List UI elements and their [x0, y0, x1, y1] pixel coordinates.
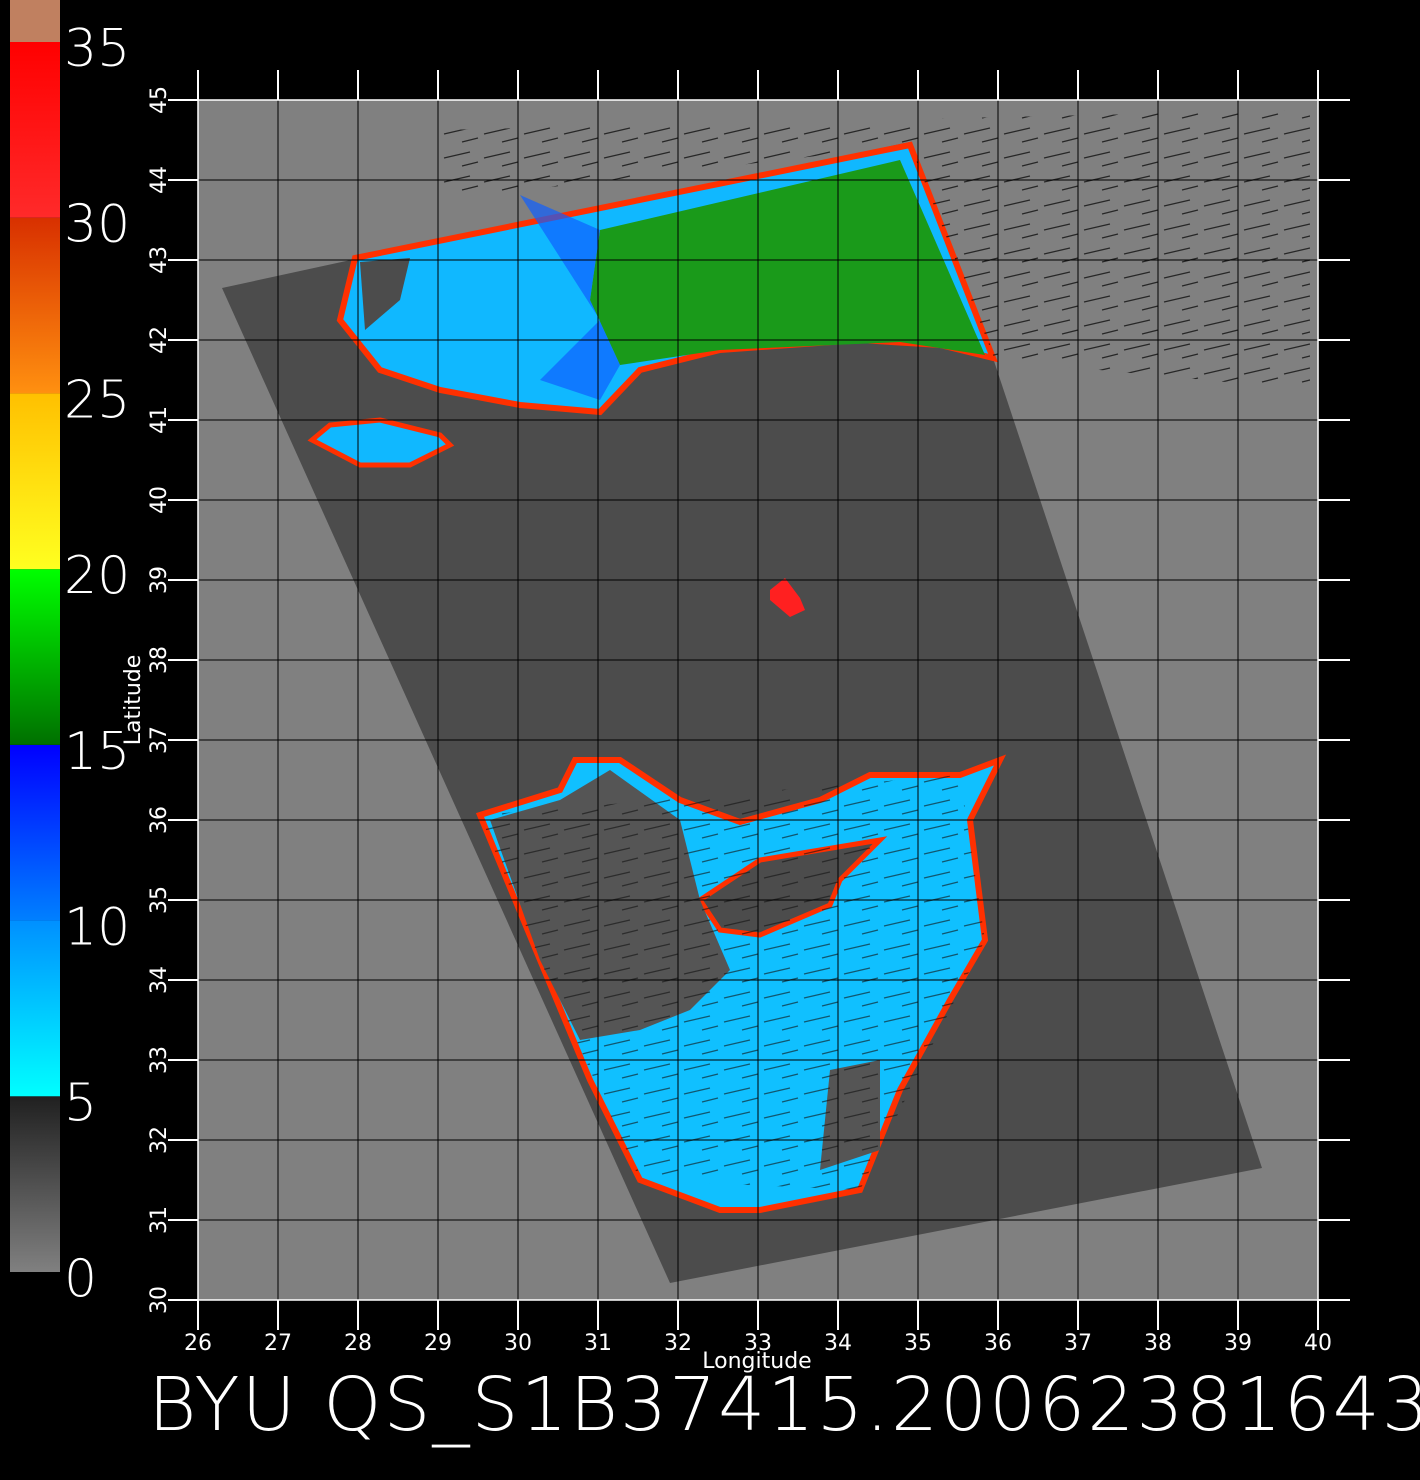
x-tick-label: 32	[664, 1331, 692, 1356]
colorbar-label: 25	[64, 370, 130, 430]
x-tick-label: 40	[1304, 1331, 1332, 1356]
y-tick-label: 43	[147, 246, 172, 274]
y-tick-label: 31	[147, 1206, 172, 1234]
x-tick-label: 31	[584, 1331, 612, 1356]
colorbar-label: 10	[64, 898, 130, 958]
y-tick-label: 33	[147, 1046, 172, 1074]
y-tick-label: 32	[147, 1126, 172, 1154]
x-tick-label: 30	[504, 1331, 532, 1356]
red-patch	[770, 578, 805, 617]
y-axis-label: Latitude	[121, 655, 146, 746]
colorbar-over	[10, 0, 60, 42]
swath	[222, 142, 1262, 1283]
y-tick-label: 34	[147, 966, 172, 994]
x-tick-label: 34	[824, 1331, 852, 1356]
title: BYU QS_S1B37415.20062381643	[148, 1362, 1420, 1448]
x-tick-label: 29	[424, 1331, 452, 1356]
colorbar-segment	[10, 1096, 60, 1272]
colorbar-segment	[10, 42, 60, 218]
colorbar-segment	[10, 744, 60, 921]
y-tick-label: 35	[147, 886, 172, 914]
y-tick-label: 40	[147, 486, 172, 514]
black-sea	[307, 141, 998, 468]
x-tick-label: 35	[904, 1331, 932, 1356]
x-tick-label: 39	[1224, 1331, 1252, 1356]
colorbar-segment	[10, 217, 60, 394]
x-tick-label: 37	[1064, 1331, 1092, 1356]
x-tick-label: 36	[984, 1331, 1012, 1356]
y-tick-label: 36	[147, 806, 172, 834]
y-tick-label: 38	[147, 646, 172, 674]
colorbar-label: 30	[64, 195, 130, 255]
y-tick-label: 41	[147, 406, 172, 434]
y-tick-label: 45	[147, 86, 172, 114]
colorbar-segment	[10, 393, 60, 570]
colorbar-label: 20	[64, 546, 130, 606]
mediterranean	[475, 754, 1007, 1213]
colorbar-label: 15	[64, 722, 130, 782]
colorbar-segment	[10, 920, 60, 1097]
x-tick-label: 33	[744, 1331, 772, 1356]
colorbar-label: 5	[64, 1073, 97, 1133]
y-tick-label: 44	[147, 166, 172, 194]
x-tick-label: 28	[344, 1331, 372, 1356]
y-tick-label: 39	[147, 566, 172, 594]
x-tick-label: 26	[184, 1331, 212, 1356]
x-axis-label: Longitude	[702, 1349, 811, 1374]
colorbar-segment	[10, 569, 60, 745]
colorbar-label: 0	[64, 1249, 97, 1309]
x-tick-label: 38	[1144, 1331, 1172, 1356]
plot-frame	[197, 99, 1319, 1301]
y-tick-label: 37	[147, 726, 172, 754]
x-tick-label: 27	[264, 1331, 292, 1356]
colorbar-label: 35	[64, 19, 130, 79]
y-tick-label: 30	[147, 1286, 172, 1314]
y-tick-label: 42	[147, 326, 172, 354]
